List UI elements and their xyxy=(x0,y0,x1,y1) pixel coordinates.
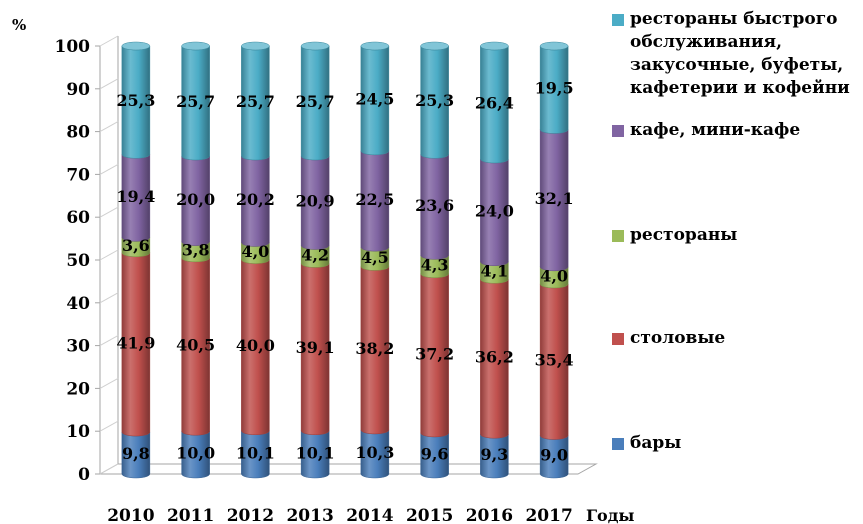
y-tick-label: 20 xyxy=(66,379,90,399)
y-tick-label: 30 xyxy=(66,337,90,357)
x-tick-label: 2012 xyxy=(227,506,274,524)
chart-axes: 0 10 20 30 40 50 60 70 80 90 100 2010 2011 2012 2013 20… xyxy=(55,35,598,524)
chart-bars xyxy=(121,41,569,479)
chart-data-labels: 9,8 41,9 3,6 19,4 25,3 10,0 40,5 3,8 20,0 25,7 10,… xyxy=(116,79,573,465)
legend-label: рестораны xyxy=(630,225,738,245)
data-label: 40,5 xyxy=(176,336,215,355)
legend-swatch xyxy=(612,438,624,450)
bar-top-cap xyxy=(181,41,210,51)
x-tick-label: 2015 xyxy=(406,506,453,524)
data-label: 4,0 xyxy=(540,266,568,285)
data-label: 3,6 xyxy=(122,236,150,255)
data-label: 19,4 xyxy=(116,187,155,206)
data-label: 4,5 xyxy=(361,248,389,267)
data-label: 37,2 xyxy=(415,344,454,363)
y-tick-label: 40 xyxy=(66,294,90,314)
y-tick-label: 10 xyxy=(66,422,90,442)
data-label: 9,0 xyxy=(540,446,568,465)
legend-swatch xyxy=(612,333,624,345)
data-label: 24,0 xyxy=(475,201,514,220)
data-label: 10,3 xyxy=(355,443,394,462)
data-label: 25,7 xyxy=(296,92,335,111)
bar-top-cap xyxy=(480,41,509,51)
x-tick-label: 2010 xyxy=(107,506,154,524)
data-label: 4,1 xyxy=(480,261,508,280)
bar-top-cap xyxy=(300,41,330,51)
legend-label: рестораны быстрого обслуживания, закусоч… xyxy=(630,9,850,98)
data-label: 25,3 xyxy=(116,91,155,110)
x-tick-label: 2016 xyxy=(466,506,513,524)
data-label: 24,5 xyxy=(355,89,394,108)
bar-top-cap xyxy=(539,41,569,51)
x-tick-label: 2013 xyxy=(286,506,333,524)
data-label: 20,2 xyxy=(236,190,275,209)
legend-label: бары xyxy=(630,433,682,453)
data-label: 4,3 xyxy=(421,255,449,274)
data-label: 20,0 xyxy=(176,190,215,209)
legend-label: столовые xyxy=(630,328,726,348)
y-tick-label: 80 xyxy=(66,123,90,143)
legend-item: рестораны xyxy=(612,224,855,247)
data-label: 38,2 xyxy=(355,339,394,358)
data-label: 25,7 xyxy=(176,92,215,111)
data-label: 20,9 xyxy=(296,192,335,211)
data-label: 10,0 xyxy=(176,444,215,463)
data-label: 22,5 xyxy=(355,190,394,209)
data-label: 25,7 xyxy=(236,92,275,111)
data-label: 10,1 xyxy=(296,443,335,462)
data-label: 40,0 xyxy=(236,336,275,355)
data-label: 3,8 xyxy=(182,241,210,260)
data-label: 9,3 xyxy=(480,445,508,464)
y-tick-label: 0 xyxy=(78,465,90,485)
x-tick-label: 2014 xyxy=(346,506,393,524)
data-label: 26,4 xyxy=(475,93,514,112)
y-tick-label: 50 xyxy=(66,251,90,271)
y-axis-label: % xyxy=(12,16,26,34)
data-label: 9,8 xyxy=(122,444,150,463)
legend-item: бары xyxy=(612,432,855,455)
x-axis-label: Годы xyxy=(586,506,634,524)
x-tick-label: 2011 xyxy=(167,506,214,524)
bar-top-cap xyxy=(360,41,390,51)
legend-swatch xyxy=(612,125,624,137)
y-tick-label: 60 xyxy=(66,208,90,228)
data-label: 36,2 xyxy=(475,348,514,367)
bar-top-cap xyxy=(241,41,270,51)
legend-swatch xyxy=(612,14,624,26)
data-label: 25,3 xyxy=(415,91,454,110)
legend-label: кафе, мини-кафе xyxy=(630,120,801,140)
data-label: 23,6 xyxy=(415,196,454,215)
data-label: 19,5 xyxy=(535,79,574,98)
data-label: 32,1 xyxy=(535,189,574,208)
legend-item: столовые xyxy=(612,327,855,350)
data-label: 10,1 xyxy=(236,443,275,462)
bar-top-cap xyxy=(121,41,151,51)
bar-top-cap xyxy=(420,41,449,51)
y-tick-label: 100 xyxy=(55,37,91,57)
data-label: 4,0 xyxy=(241,242,269,261)
data-label: 39,1 xyxy=(296,338,335,357)
data-label: 9,6 xyxy=(421,444,449,463)
data-label: 4,2 xyxy=(301,245,329,264)
legend-item: рестораны быстрого обслуживания, закусоч… xyxy=(612,8,855,100)
legend-swatch xyxy=(612,230,624,242)
legend-item: кафе, мини-кафе xyxy=(612,119,855,142)
y-tick-label: 90 xyxy=(66,80,90,100)
data-label: 35,4 xyxy=(535,351,574,370)
y-tick-label: 70 xyxy=(66,165,90,185)
data-label: 41,9 xyxy=(116,333,155,352)
x-tick-label: 2017 xyxy=(525,506,572,524)
